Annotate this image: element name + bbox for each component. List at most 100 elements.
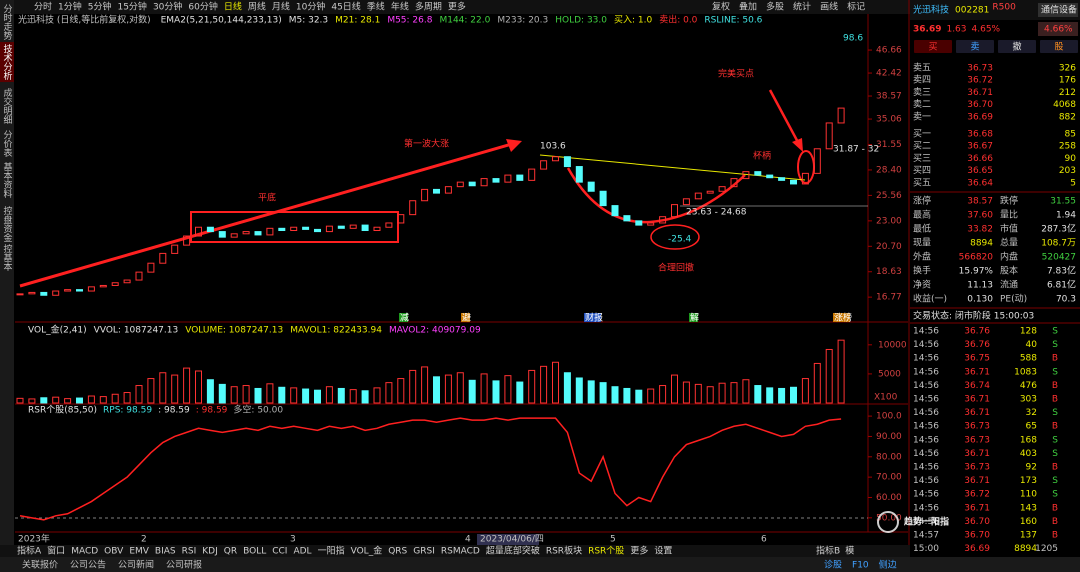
candle [302, 226, 310, 230]
stat-label: 内盘 [1000, 251, 1018, 263]
status-link[interactable]: 诊股 [824, 559, 842, 571]
volume-bar [87, 395, 95, 404]
stat-label: 市值 [1000, 223, 1018, 235]
indicator-tab[interactable]: VOL_金 [351, 545, 383, 557]
tick-time: 14:56 [913, 422, 939, 432]
period-tab[interactable]: 1分钟 [58, 1, 82, 13]
trade-button[interactable]: 卖 [970, 42, 979, 53]
candle [76, 289, 83, 292]
volume-bar [314, 389, 321, 404]
period-tab[interactable]: 月线 [272, 1, 290, 13]
status-link[interactable]: F10 [852, 561, 869, 571]
tick-price: 36.71 [964, 503, 990, 513]
period-tab[interactable]: 45日线 [331, 1, 360, 13]
indicator-tab[interactable]: QRS [388, 547, 407, 557]
left-tab[interactable]: 控基本 [2, 243, 13, 272]
y-tick-label: 18.63 [876, 267, 902, 277]
trade-button[interactable]: 买 [928, 42, 937, 53]
indicator-tab[interactable]: 模 [845, 546, 854, 557]
candle [16, 293, 24, 296]
indicator-tab[interactable]: 设置 [654, 546, 672, 557]
trade-button[interactable]: 撤 [1012, 41, 1021, 53]
trade-button-bg[interactable] [998, 40, 1036, 53]
volume-bar [504, 375, 512, 404]
tool-button[interactable]: 标记 [847, 1, 865, 13]
volume-bar [468, 379, 476, 404]
tick-side: B [1052, 531, 1058, 541]
period-tab[interactable]: 5分钟 [88, 1, 112, 13]
indicator-tab[interactable]: ADL [293, 547, 311, 557]
period-tab[interactable]: 周线 [248, 1, 266, 13]
indicator-label: M5: 32.3 [289, 16, 328, 26]
left-tab[interactable]: 技术分析 [2, 43, 13, 81]
status-link[interactable]: 公司研报 [166, 559, 202, 571]
status-link[interactable]: 公司新闻 [118, 559, 154, 571]
trade-button-bg[interactable] [914, 40, 952, 53]
volume-bar [111, 393, 119, 404]
y-tick-label: 25.56 [876, 191, 902, 201]
indicator-tab[interactable]: GRSI [413, 547, 435, 557]
indicator-tab[interactable]: 更多 [630, 545, 648, 557]
volume-bar [540, 365, 548, 404]
trade-button-bg[interactable] [1040, 40, 1078, 53]
left-tab[interactable]: 控盘资金 [2, 205, 13, 242]
tool-button[interactable]: 叠加 [739, 2, 757, 13]
candle [718, 186, 726, 192]
indicator-tab[interactable]: MACD [71, 547, 98, 557]
indicator-tab[interactable]: 窗口 [47, 545, 65, 557]
candle [528, 168, 536, 181]
volume-bar [754, 385, 762, 404]
tool-button[interactable]: 多股 [766, 1, 784, 13]
indicator-tab[interactable]: RSR板块 [546, 545, 582, 557]
tool-button[interactable]: 画线 [820, 1, 838, 13]
candle [147, 262, 155, 273]
indicator-tab[interactable]: EMV [129, 547, 149, 557]
period-tab[interactable]: 分时 [34, 1, 52, 13]
indicator-tab[interactable]: QR [224, 547, 237, 557]
period-tab[interactable]: 10分钟 [296, 1, 325, 13]
candle [230, 233, 238, 238]
left-tab[interactable]: 成交明细 [2, 87, 13, 124]
trade-button[interactable]: 股 [1054, 42, 1063, 53]
y-tick-label: 20.70 [876, 242, 902, 252]
stat-label: 换手 [913, 265, 931, 277]
arrow-head [792, 138, 803, 152]
indicator-tab[interactable]: BIAS [155, 547, 176, 557]
book-price: 36.66 [967, 154, 993, 164]
status-link[interactable]: 侧边 [879, 559, 897, 571]
indicator-tab[interactable]: KDJ [202, 547, 218, 557]
period-tab[interactable]: 季线 [367, 1, 385, 13]
indicator-tab[interactable]: BOLL [243, 547, 266, 557]
status-link[interactable]: 关联报价 [22, 559, 58, 571]
indicator-tab[interactable]: RSMACD [441, 547, 480, 557]
left-tab[interactable]: 基本资料 [2, 161, 13, 199]
period-tab[interactable]: 年线 [391, 1, 409, 13]
tick-side: B [1052, 395, 1058, 405]
indicator-tab[interactable]: CCI [272, 547, 287, 557]
period-tab[interactable]: 30分钟 [153, 1, 182, 13]
tick-time: 14:56 [913, 381, 939, 391]
period-tab[interactable]: 多周期 [415, 1, 442, 13]
period-tab[interactable]: 60分钟 [188, 1, 217, 13]
tick-volume: 128 [1020, 327, 1037, 337]
indicator-tab[interactable]: 一阳指 [318, 545, 345, 557]
volume-bar [40, 397, 48, 404]
period-tab[interactable]: 日线 [224, 1, 242, 13]
indicator-tab[interactable]: RSR个股 [588, 546, 624, 557]
indicator-tab[interactable]: 指标A [17, 545, 42, 557]
period-tab[interactable]: 15分钟 [117, 1, 146, 13]
indicator-tab[interactable]: 超量底部突破 [486, 545, 540, 557]
period-tab[interactable]: 更多 [448, 1, 466, 13]
stat-label: 外盘 [913, 251, 931, 263]
left-tab[interactable]: 分时走势 [2, 4, 13, 41]
trade-button-bg[interactable] [956, 40, 994, 53]
indicator-tab[interactable]: OBV [104, 547, 124, 557]
tick-volume: 32 [1026, 408, 1037, 418]
indicator-tab[interactable]: 指标B [816, 545, 840, 557]
indicator-tab[interactable]: RSI [182, 547, 197, 557]
tool-button[interactable]: 统计 [793, 1, 811, 13]
watermark-icon [877, 511, 899, 533]
left-tab[interactable]: 分价表 [2, 130, 13, 158]
tool-button[interactable]: 复权 [712, 1, 730, 13]
status-link[interactable]: 公司公告 [70, 559, 106, 571]
